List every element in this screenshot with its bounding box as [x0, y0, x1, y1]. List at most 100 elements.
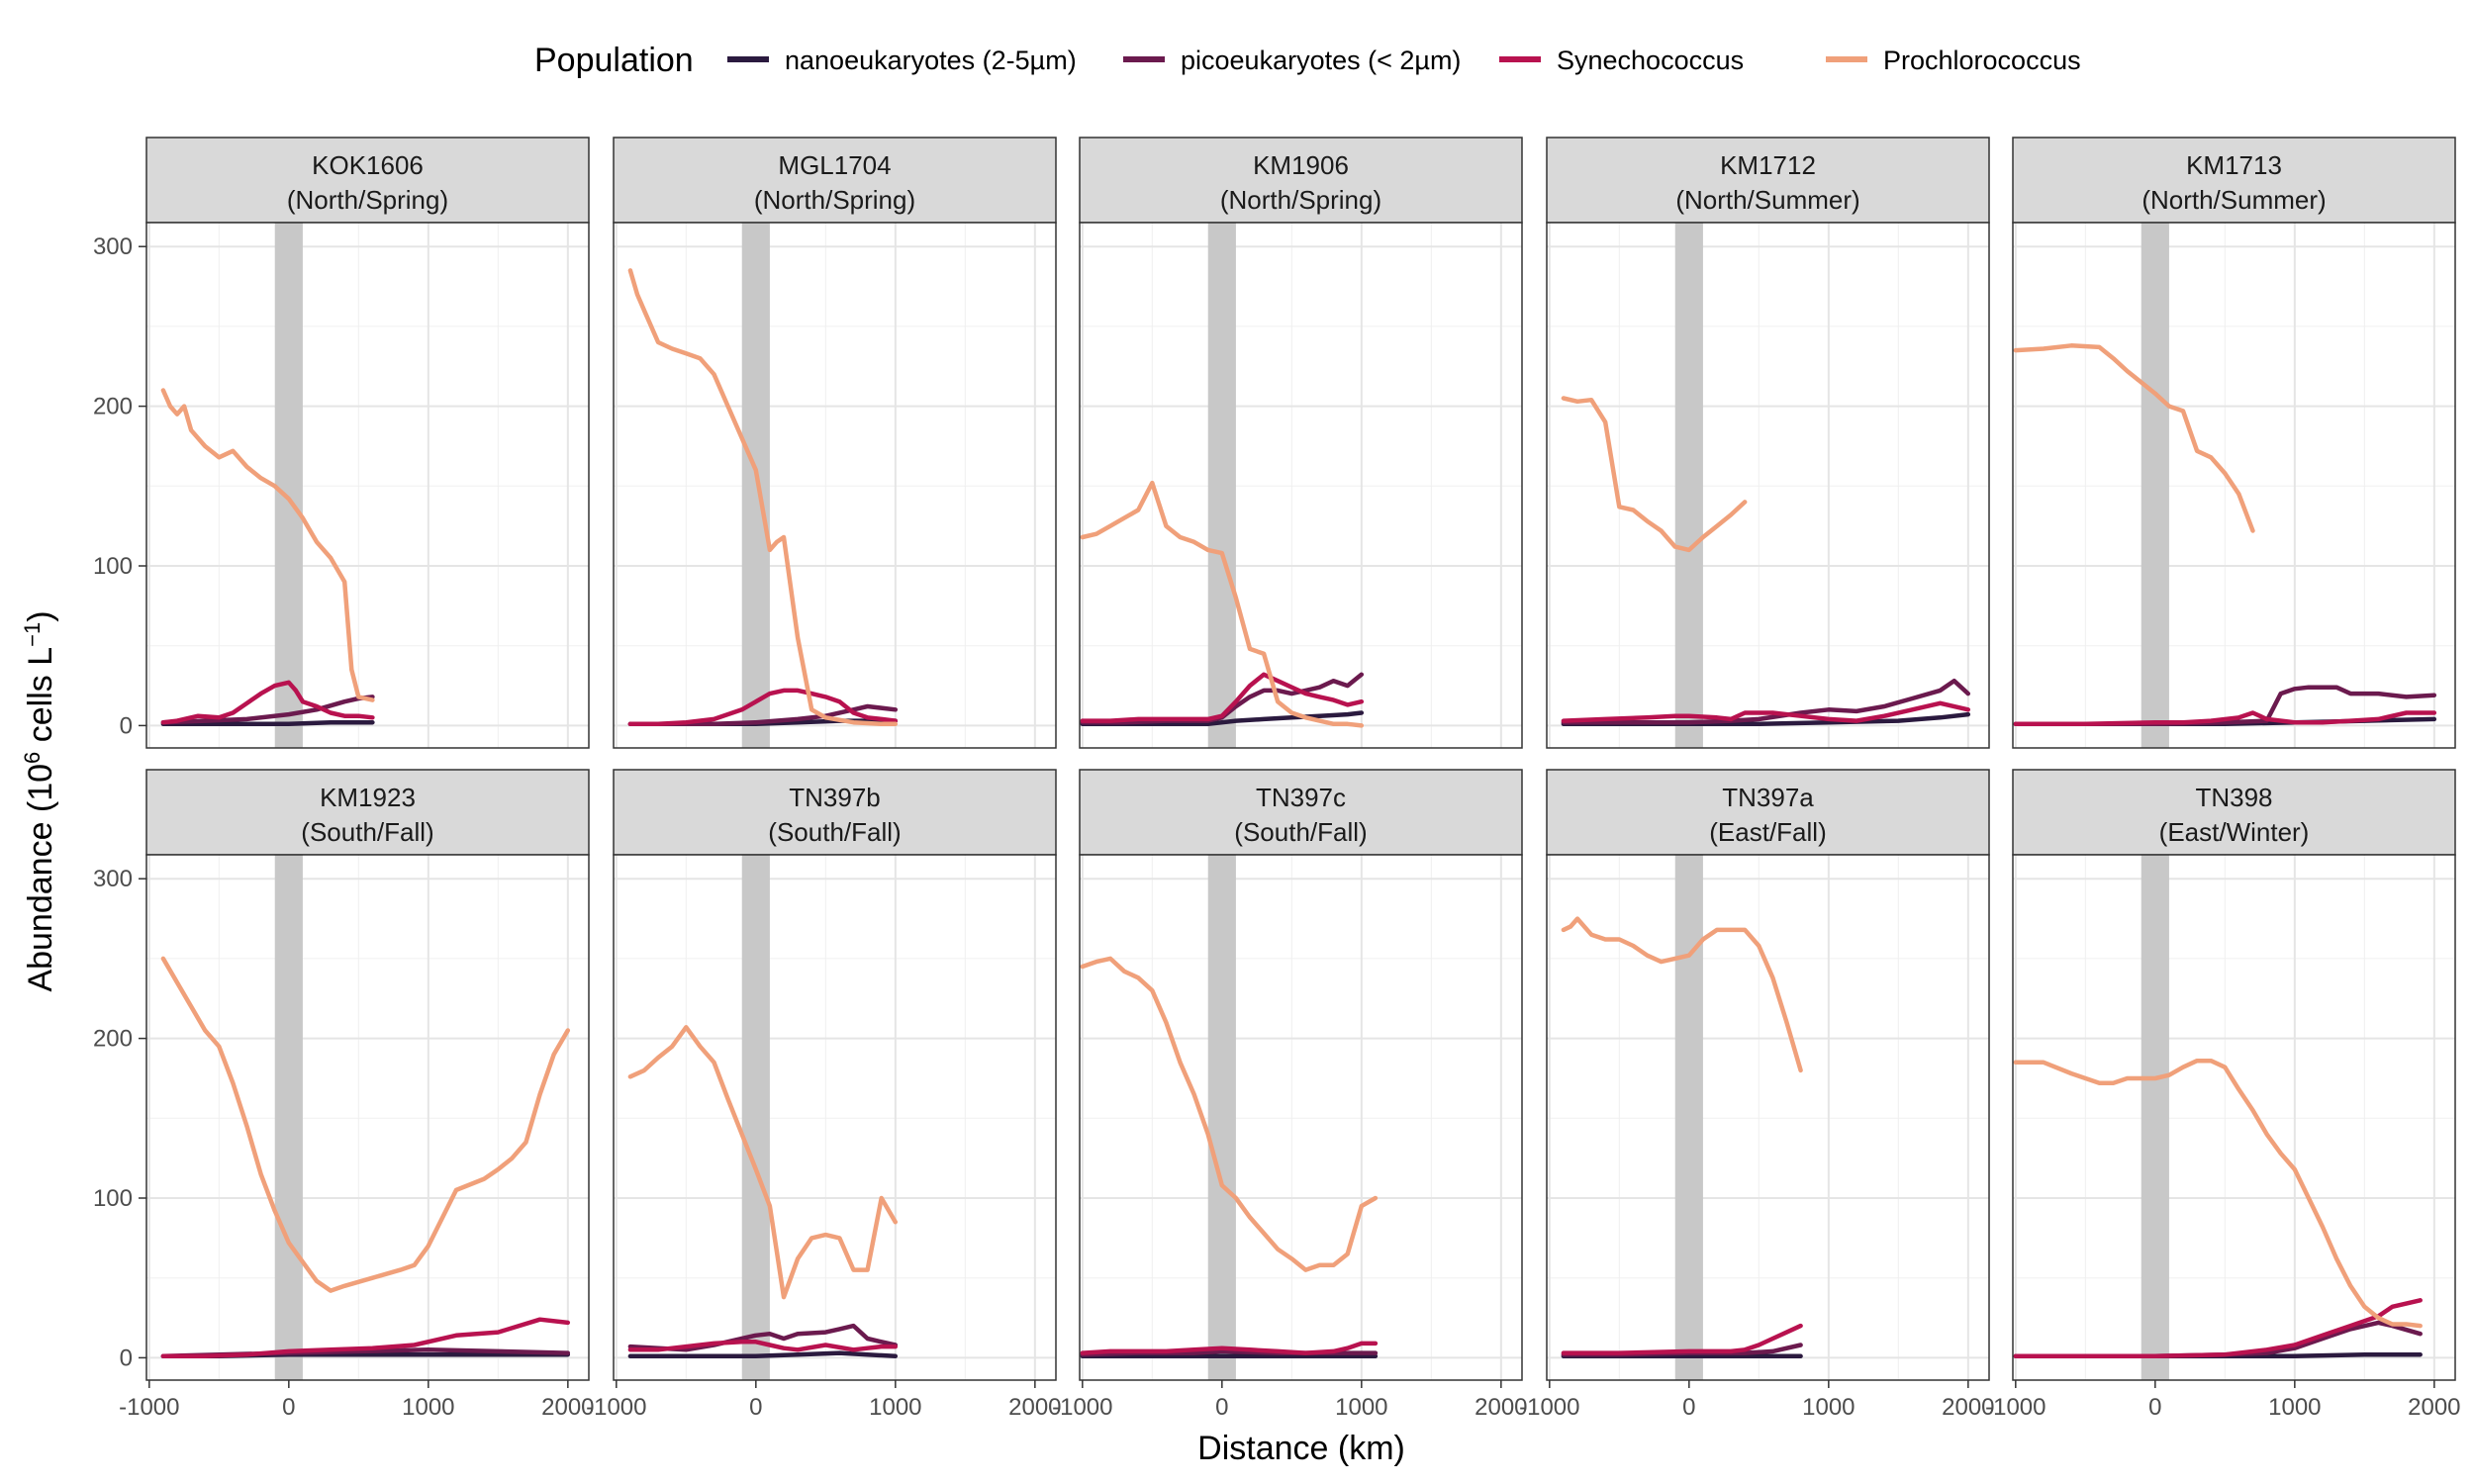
plot-background [146, 855, 589, 1380]
series-line-3 [160, 388, 375, 702]
panel-title: KOK1606 [312, 150, 424, 180]
series-group [627, 1025, 899, 1359]
panel-title: KM1712 [1720, 150, 1816, 180]
x-tick-label: 2000 [1008, 1394, 1061, 1421]
panel-border [145, 854, 590, 1381]
panel-title: TN397c [1256, 783, 1346, 812]
panel-0: KOK1606 (North/Spring) 0 100 200 300 [93, 137, 590, 749]
shaded-band [741, 223, 770, 748]
panel-title: MGL1704 [778, 150, 891, 180]
y-tick-label: 200 [93, 394, 133, 420]
plot-background [1080, 855, 1522, 1380]
series-line-0 [160, 719, 375, 727]
series-line-3 [1080, 480, 1365, 728]
panel-strip [2012, 137, 2456, 224]
series-line-2 [2013, 1298, 2423, 1359]
x-tick-label: 2000 [1475, 1394, 1527, 1421]
series-group [2013, 343, 2437, 727]
panel-subtitle: (South/Fall) [301, 817, 433, 847]
plot-background [1547, 223, 1989, 748]
x-tick-label: 0 [2148, 1394, 2161, 1421]
panel-border [613, 854, 1057, 1381]
series-line-3 [627, 1025, 899, 1300]
panel-subtitle: (South/Fall) [1234, 817, 1367, 847]
y-tick-label: 200 [93, 1026, 133, 1053]
series-line-1 [1561, 678, 1971, 725]
series-line-2 [160, 680, 375, 725]
plot-background [2013, 855, 2455, 1380]
legend-label-0: nanoeukaryotes (2-5µm) [785, 46, 1077, 75]
shaded-band [1674, 855, 1703, 1380]
plot-background [1080, 223, 1522, 748]
x-tick-label: 1000 [869, 1394, 921, 1421]
x-tick-label: -1000 [586, 1394, 646, 1421]
x-tick-label: 2000 [1942, 1394, 1994, 1421]
shaded-band [1207, 855, 1236, 1380]
y-axis-title: Abundance (106 cells L−1) [20, 610, 59, 991]
series-group [1561, 396, 1971, 727]
series-group [1080, 956, 1379, 1359]
series-line-2 [627, 1340, 899, 1352]
x-tick-label: -1000 [1985, 1394, 2046, 1421]
shaded-band [2141, 223, 2169, 748]
series-line-3 [160, 956, 571, 1293]
series-line-2 [1561, 700, 1971, 723]
facet-panels: KOK1606 (North/Spring) 0 100 200 300 MGL1704 (N… [93, 137, 2461, 1421]
panel-1: MGL1704 (North/Spring) [613, 137, 1057, 749]
panel-subtitle: (South/Fall) [768, 817, 901, 847]
shaded-band [274, 855, 303, 1380]
panel-border [2012, 854, 2456, 1381]
x-tick-label: -1000 [1519, 1394, 1579, 1421]
series-line-3 [1561, 396, 1748, 553]
x-tick-label: 0 [282, 1394, 295, 1421]
series-line-2 [160, 1317, 571, 1359]
x-tick-label: 1000 [1802, 1394, 1855, 1421]
x-axis-title: Distance (km) [1197, 1430, 1405, 1467]
panel-border [145, 222, 590, 749]
panel-strip [145, 137, 590, 224]
panel-border [2012, 222, 2456, 749]
series-line-0 [1080, 710, 1365, 727]
panel-7: TN397c (South/Fall) -1000 0 1000 2000 [1052, 769, 1528, 1421]
panel-title: TN397a [1722, 783, 1814, 812]
legend-title: Population [534, 42, 694, 79]
x-tick-label: -1000 [1052, 1394, 1112, 1421]
x-tick-label: 1000 [1335, 1394, 1387, 1421]
series-line-3 [2013, 343, 2255, 533]
plot-background [1547, 855, 1989, 1380]
panel-border [1546, 854, 1990, 1381]
series-line-3 [627, 268, 899, 727]
series-line-1 [160, 695, 375, 725]
panel-title: KM1906 [1253, 150, 1349, 180]
panel-strip [145, 769, 590, 856]
shaded-band [2141, 855, 2169, 1380]
y-tick-label: 300 [93, 233, 133, 260]
panel-4: KM1713 (North/Summer) [2012, 137, 2456, 749]
plot-background [146, 223, 589, 748]
plot-background [614, 223, 1056, 748]
series-group [1561, 916, 1803, 1359]
y-tick-label: 100 [93, 1185, 133, 1212]
series-line-2 [627, 688, 899, 727]
plot-background [614, 855, 1056, 1380]
x-tick-label: 0 [1682, 1394, 1695, 1421]
series-group [2013, 1058, 2423, 1359]
series-line-1 [627, 1323, 899, 1352]
panel-3: KM1712 (North/Summer) [1546, 137, 1990, 749]
x-tick-label: -1000 [119, 1394, 179, 1421]
legend-label-3: Prochlorococcus [1883, 46, 2081, 75]
panel-strip [2012, 769, 2456, 856]
y-tick-label: 0 [120, 1345, 133, 1371]
panel-subtitle: (North/Spring) [1220, 185, 1381, 215]
y-tick-label: 300 [93, 866, 133, 892]
panel-8: TN397a (East/Fall) -1000 0 1000 2000 [1519, 769, 1995, 1421]
shaded-band [741, 855, 770, 1380]
panel-border [1079, 854, 1523, 1381]
series-group [160, 956, 571, 1359]
panel-2: KM1906 (North/Spring) [1079, 137, 1523, 749]
panel-border [1079, 222, 1523, 749]
series-group [160, 388, 375, 727]
series-line-2 [1080, 672, 1365, 723]
panel-border [1546, 222, 1990, 749]
series-line-0 [627, 1350, 899, 1359]
